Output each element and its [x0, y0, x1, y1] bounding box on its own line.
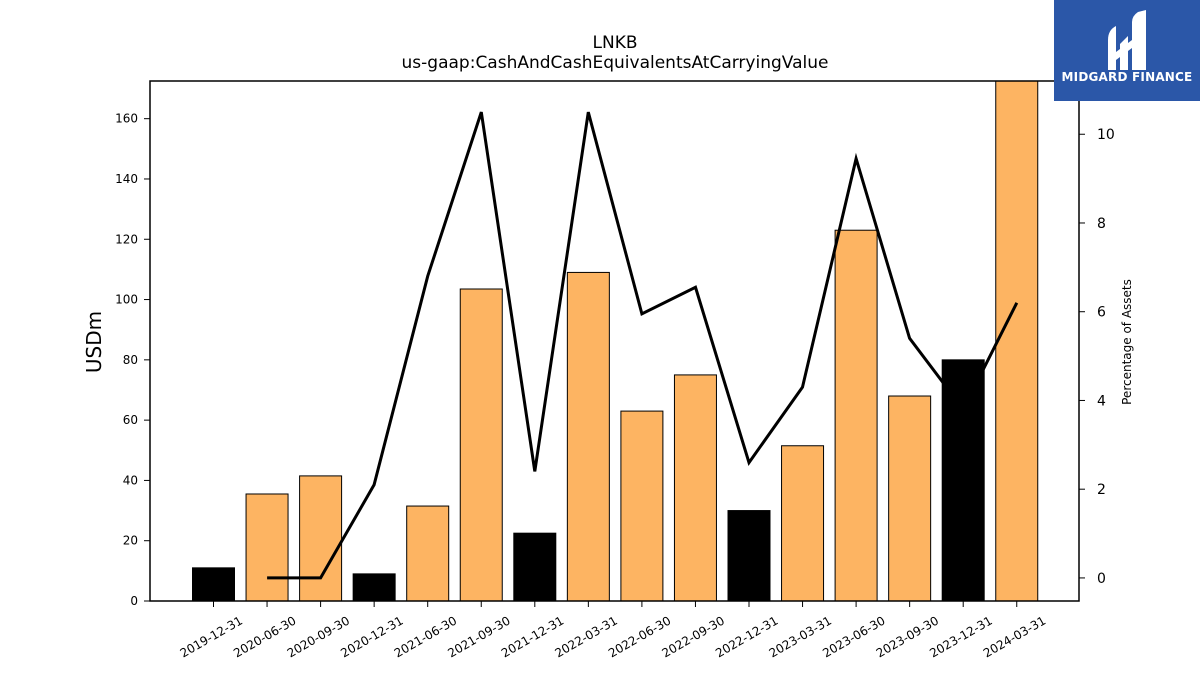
line-path [267, 111, 1019, 580]
y2-tick-label: 8 [1097, 216, 1106, 232]
y2-tick-label: 4 [1097, 393, 1106, 409]
y-tick-label: 160 [115, 112, 138, 126]
line-series [267, 111, 1019, 580]
bar [513, 532, 557, 602]
bar [352, 573, 396, 602]
y-tick-label: 40 [123, 473, 138, 487]
y2-tick-label: 10 [1097, 127, 1115, 143]
y-axis-left: 0 20 40 60 80 100 120 140 160 [115, 112, 150, 608]
bar [620, 410, 664, 602]
bar [245, 493, 289, 602]
bar [566, 271, 610, 602]
bar [299, 475, 343, 602]
y2-axis-label: Percentage of Assets [1120, 279, 1134, 405]
bar [781, 445, 825, 602]
y2-tick-label: 2 [1097, 482, 1106, 498]
logo-text: MIDGARD FINANCE [1062, 70, 1193, 84]
y2-tick-label: 6 [1097, 305, 1106, 321]
y-tick-label: 140 [115, 172, 138, 186]
bar [192, 567, 235, 602]
y-tick-label: 100 [115, 293, 138, 307]
y-tick-label: 80 [123, 353, 138, 367]
y-tick-label: 20 [123, 534, 138, 548]
y-axis-label: USDm [82, 311, 106, 373]
y2-tick-label: 0 [1097, 571, 1106, 587]
bar-series [192, 80, 1039, 602]
plot-frame [149, 80, 1080, 602]
bar [888, 395, 932, 602]
y-axis-right: 0 2 4 6 8 10 [1079, 127, 1115, 587]
bar [459, 288, 503, 602]
bar [834, 229, 878, 602]
bar [406, 505, 450, 602]
chart-subtitle: us-gaap:CashAndCashEquivalentsAtCarrying… [402, 53, 829, 73]
chart-title: LNKB [593, 33, 638, 53]
y-tick-label: 0 [130, 594, 138, 608]
bar [995, 80, 1039, 602]
y-tick-label: 120 [115, 232, 138, 246]
logo: MIDGARD FINANCE [1054, 0, 1200, 101]
bar [673, 374, 717, 602]
x-axis: 2019-12-312020-06-302020-09-302020-12-31… [178, 601, 1048, 660]
bar [941, 359, 985, 602]
logo-mark-icon [1108, 10, 1146, 70]
y-tick-label: 60 [123, 413, 138, 427]
bar [727, 510, 771, 602]
